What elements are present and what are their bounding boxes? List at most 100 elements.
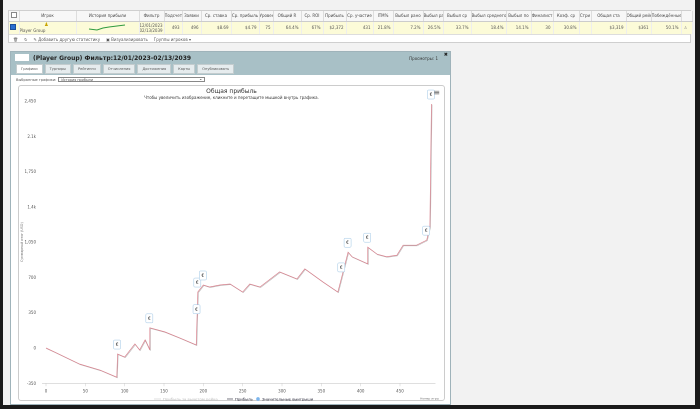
checkbox-cell: [9, 21, 20, 34]
tab-0[interactable]: Графики: [16, 64, 43, 74]
tab-4[interactable]: Достижения: [137, 64, 172, 74]
column-header[interactable]: [9, 11, 20, 22]
x-tick-label: 200: [200, 388, 208, 393]
x-tick-label: 250: [239, 388, 247, 393]
menu-icon[interactable]: ≡: [433, 88, 440, 97]
action-cell: ♙: [681, 21, 693, 34]
chart-title: Общая прибыль: [206, 88, 257, 95]
chart-subtitle: Чтобы увеличить изображение, кликните и …: [144, 95, 319, 100]
column-header[interactable]: Ср. прибыль: [231, 11, 260, 22]
player-name: Player Group: [19, 28, 46, 34]
column-header[interactable]: Общий рейк: [626, 11, 652, 22]
euro-icon: €: [425, 228, 428, 233]
y-tick-label: 2,450: [25, 99, 37, 104]
stat-value: 64.4%: [273, 21, 302, 34]
column-header[interactable]: Выбыл по: [506, 11, 532, 22]
x-tick-label: 400: [357, 388, 365, 393]
player-cell: ♟ Player Group: [19, 21, 77, 34]
euro-icon: €: [195, 307, 198, 312]
column-header[interactable]: Коэф. ср: [553, 11, 580, 22]
tab-1[interactable]: Турниры: [44, 64, 72, 74]
stat-value: 21.8%: [373, 21, 394, 34]
net-profit-line: [46, 104, 433, 379]
euro-icon: €: [202, 273, 205, 278]
y-tick-label: 350: [28, 310, 36, 315]
visualize-button[interactable]: ▣ Визуализировать: [106, 36, 148, 42]
stat-value: 493: [164, 21, 183, 34]
stat-value: 18.4%: [471, 21, 507, 34]
tab-5[interactable]: Карты: [173, 64, 196, 74]
column-header[interactable]: Ср. участие: [346, 11, 374, 22]
stat-value: 30: [531, 21, 554, 34]
x-tick-label: 450: [396, 388, 404, 393]
big-win-flag: [363, 232, 371, 243]
user-icon[interactable]: ♙: [683, 25, 688, 31]
select-all-checkbox[interactable]: [10, 12, 17, 19]
column-header[interactable]: Ср. ставка: [201, 11, 232, 22]
big-win-flag: [427, 89, 435, 100]
legend-big-wins-swatch: [256, 397, 260, 401]
add-stats-button[interactable]: ✎ Добавить другую статистику: [33, 36, 101, 42]
column-header[interactable]: Побеждённые пс: [651, 11, 682, 22]
stat-value: 14.1%: [506, 21, 532, 34]
column-header[interactable]: ITM%: [373, 11, 394, 22]
column-header[interactable]: Фильтр: [139, 11, 165, 22]
column-header[interactable]: Стри: [579, 11, 592, 22]
y-tick-label: 700: [28, 275, 36, 280]
euro-icon: €: [148, 316, 151, 321]
column-header[interactable]: Финалист: [531, 11, 554, 22]
select-label: Выбранные графики:: [16, 77, 57, 82]
stat-value: $2,372: [323, 21, 347, 34]
x-tick-label: 0: [45, 388, 48, 393]
panel-header: (Player Group) Фильтр:12/01/2023-02/13/2…: [11, 52, 450, 75]
column-header[interactable]: Уровень: [259, 11, 274, 22]
stat-value: 67%: [301, 21, 324, 34]
y-tick-label: 1,050: [25, 240, 37, 245]
column-header[interactable]: Прибыль: [323, 11, 347, 22]
big-win-flag: [343, 237, 352, 248]
column-header[interactable]: Ср. ROI: [301, 11, 324, 22]
column-header[interactable]: Выбыл ран: [423, 11, 444, 22]
stats-table: Игрок История прибыли Фильтр Подсчет Заявки С…: [8, 10, 693, 43]
column-header[interactable]: [681, 11, 693, 22]
x-tick-label: 350: [318, 388, 326, 393]
player-groups-button[interactable]: Группы игроков ▾: [153, 36, 191, 42]
column-header[interactable]: Выбыл ср: [443, 11, 472, 22]
column-header[interactable]: Заявки: [182, 11, 202, 22]
tab-3[interactable]: Отчисления: [102, 64, 136, 74]
column-header[interactable]: Общая ста: [591, 11, 627, 22]
y-axis-label: Суммарный итог (USD): [20, 222, 24, 262]
column-header[interactable]: Общий R: [273, 11, 302, 22]
table-row[interactable]: ♟ Player Group 12/01/2023 02/13/2039 493 496 $…: [9, 21, 693, 34]
big-win-flag: [422, 225, 430, 236]
chart-select[interactable]: История прибыли ⌄: [58, 77, 206, 82]
profit-sparkline: [88, 24, 125, 31]
x-tick-label: 300: [278, 388, 286, 393]
y-tick-label: -350: [27, 381, 37, 386]
x-axis-label: Номер игры: [420, 396, 439, 400]
views-count: Просмотры: 1: [409, 56, 438, 61]
big-win-flag: [145, 313, 154, 324]
legend-big-wins: Значительные выигрыши: [262, 396, 314, 401]
stat-value: $8.69: [201, 21, 232, 34]
stat-value: 30.8%: [553, 21, 580, 34]
refresh-icon[interactable]: ↻: [24, 36, 28, 42]
column-header[interactable]: Подсчет: [164, 11, 183, 22]
euro-icon: €: [116, 342, 119, 347]
trash-icon[interactable]: 🗑: [13, 36, 19, 42]
column-header[interactable]: История прибыли: [76, 11, 140, 22]
stat-value: 496: [182, 21, 202, 34]
tab-6[interactable]: Опубликовать: [197, 64, 235, 74]
big-win-flag: [192, 304, 201, 315]
column-header[interactable]: Выбыл рано: [393, 11, 424, 22]
stat-value: $361: [626, 21, 652, 34]
stat-value: 75: [259, 21, 274, 34]
column-header[interactable]: Выбыл среднего: [471, 11, 507, 22]
row-checkbox[interactable]: [9, 24, 16, 31]
column-header[interactable]: Игрок: [19, 11, 77, 22]
chart-area[interactable]: Общая прибыль Чтобы увеличить изображени…: [18, 85, 445, 401]
close-icon[interactable]: ✖: [443, 52, 448, 58]
tab-2[interactable]: Рейтинги: [73, 64, 101, 74]
user-icon: ♟: [44, 22, 49, 29]
stat-value: 26.5%: [423, 21, 444, 34]
